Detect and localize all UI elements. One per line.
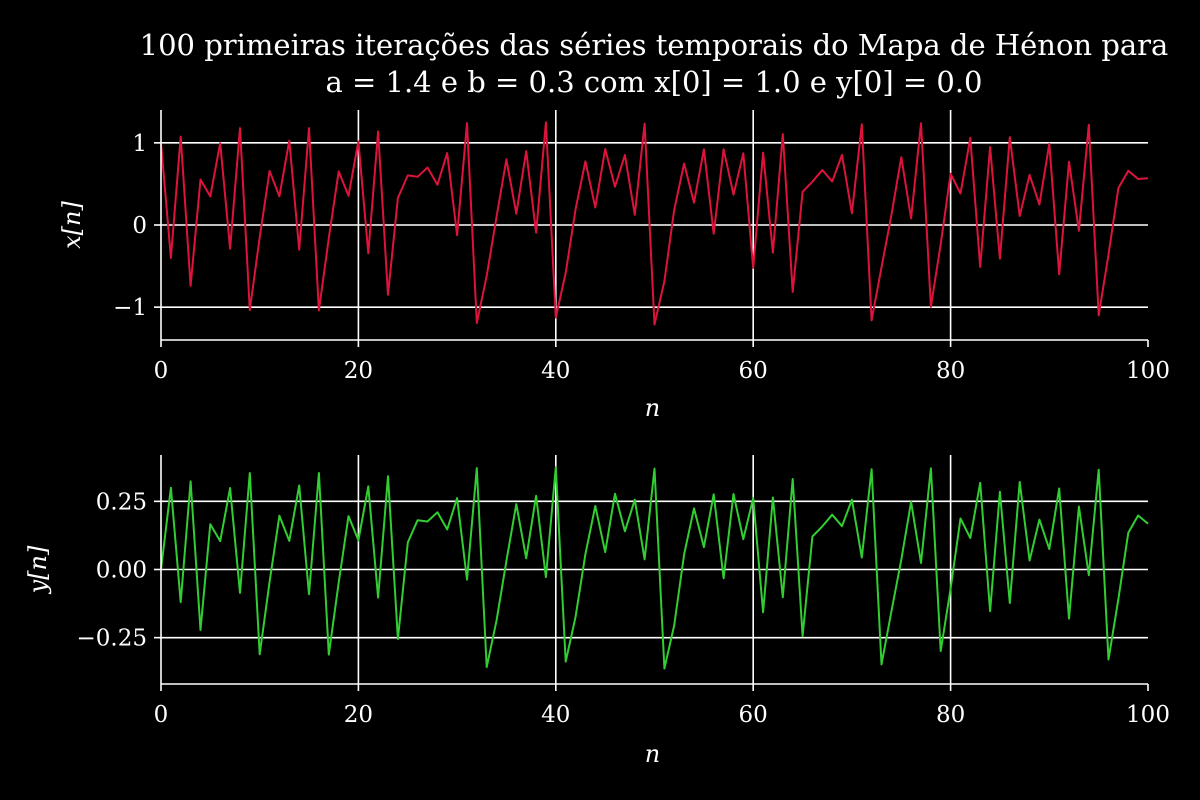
- x-x-tick-label: 0: [154, 358, 169, 384]
- y-x-tick-label: 80: [936, 702, 965, 728]
- y-y-tick-label: 0.25: [96, 489, 147, 515]
- y-y-tick-label: 0.00: [96, 558, 147, 584]
- y-axis-ylabel: y[n]: [24, 545, 52, 594]
- x-y-tick-label: 0: [132, 213, 147, 239]
- y-x-tick-label: 60: [739, 702, 768, 728]
- x-axis-ylabel: x[n]: [58, 201, 86, 249]
- x-x-tick-label: 20: [344, 358, 373, 384]
- y-y-tick-label: −0.25: [77, 626, 147, 652]
- x-y-tick-label: −1: [113, 295, 147, 321]
- y-axis-xlabel: n: [645, 740, 660, 768]
- x-series-panel: 0 20 40 60 80 100 −1 0 1 n x[n]: [58, 110, 1170, 422]
- y-x-tick-label: 100: [1126, 702, 1170, 728]
- x-x-tick-label: 100: [1126, 358, 1170, 384]
- y-x-tick-label: 40: [541, 702, 570, 728]
- y-series-line: [160, 466, 1149, 670]
- x-y-tick-label: 1: [132, 131, 147, 157]
- x-x-tick-label: 60: [739, 358, 768, 384]
- y-x-tick-label: 0: [154, 702, 169, 728]
- x-x-tick-label: 40: [541, 358, 570, 384]
- x-axis-xlabel: n: [645, 394, 660, 422]
- y-series-panel: 0 20 40 60 80 100 −0.25 0.00 0.25 n y[n]: [24, 455, 1170, 768]
- y-x-tick-label: 20: [344, 702, 373, 728]
- x-x-tick-label: 80: [936, 358, 965, 384]
- x-series-line: [160, 121, 1149, 326]
- chart-title-line-1: 100 primeiras iterações das séries tempo…: [140, 28, 1169, 62]
- chart-title-line-2: a = 1.4 e b = 0.3 com x[0] = 1.0 e y[0] …: [325, 65, 982, 99]
